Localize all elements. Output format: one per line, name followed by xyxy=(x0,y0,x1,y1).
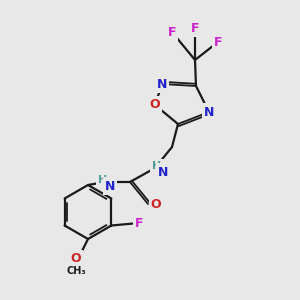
Text: N: N xyxy=(105,179,115,193)
Text: F: F xyxy=(135,217,144,230)
Text: CH₃: CH₃ xyxy=(66,266,86,276)
Text: N: N xyxy=(158,166,168,178)
Text: F: F xyxy=(191,22,199,34)
Text: O: O xyxy=(150,98,160,112)
Text: O: O xyxy=(151,197,161,211)
Text: N: N xyxy=(157,77,167,91)
Text: F: F xyxy=(214,35,222,49)
Text: F: F xyxy=(168,26,176,38)
Text: H: H xyxy=(98,175,108,185)
Text: H: H xyxy=(152,161,162,171)
Text: N: N xyxy=(204,106,214,118)
Text: O: O xyxy=(71,253,81,266)
